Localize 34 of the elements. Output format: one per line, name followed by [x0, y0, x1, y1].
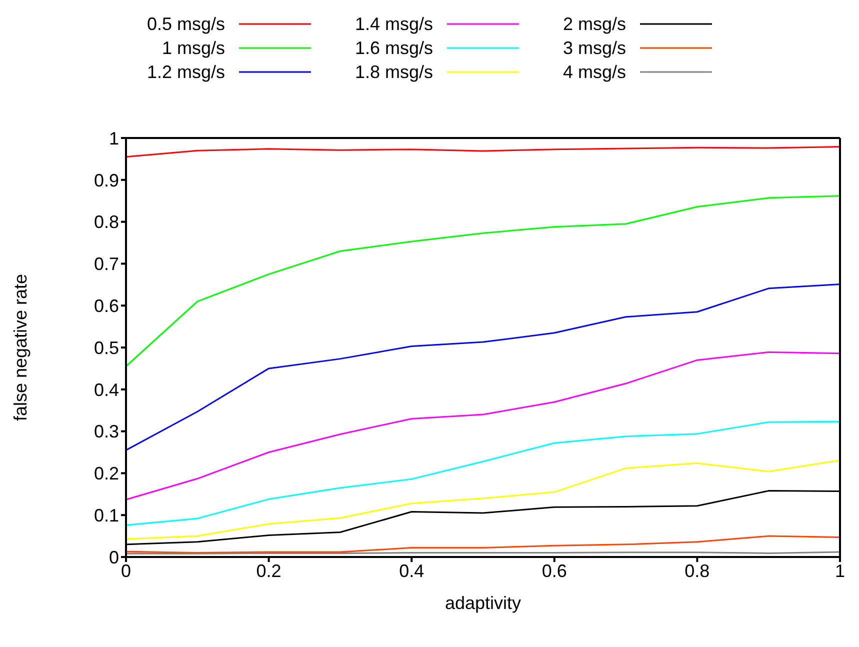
legend-label: 1.2 msg/s [146, 62, 225, 82]
x-tick-label: 0.6 [542, 560, 567, 581]
x-tick-label: 0.2 [256, 560, 282, 581]
legend-label: 3 msg/s [563, 38, 626, 58]
x-tick-label: 1 [834, 560, 846, 581]
line-series [126, 351, 840, 500]
legend-label: 1.8 msg/s [354, 62, 434, 82]
legend-label: 1.4 msg/s [354, 14, 434, 34]
x-axis-title: adaptivity [444, 593, 522, 613]
y-tick-label: 0.1 [94, 505, 119, 526]
legend-label: 0.5 msg/s [146, 14, 225, 34]
legend-label: 4 msg/s [563, 62, 626, 82]
y-tick-label: 0.3 [94, 422, 119, 442]
y-axis-title: false negative rate [10, 274, 30, 422]
y-tick-label: 0.2 [94, 464, 119, 484]
legend-label: 1.6 msg/s [354, 38, 434, 58]
y-tick-label: 0.7 [94, 254, 119, 274]
line-series [126, 535, 840, 554]
line-series [126, 459, 840, 540]
y-tick-label: 0 [108, 547, 119, 568]
y-tick-label: 0.6 [94, 296, 119, 316]
x-tick-label: 0.4 [399, 560, 424, 581]
y-tick-label: 1 [108, 128, 119, 148]
line-series [126, 146, 840, 158]
y-tick-label: 0.8 [94, 212, 119, 232]
line-series [126, 195, 840, 368]
x-tick-label: 0.8 [684, 560, 710, 581]
y-tick-label: 0.5 [94, 338, 119, 358]
line-series [126, 420, 840, 526]
y-tick-label: 0.4 [94, 380, 119, 400]
legend-label: 1 msg/s [162, 38, 225, 58]
line-series [126, 283, 840, 451]
y-tick-label: 0.9 [94, 170, 119, 190]
legend-label: 2 msg/s [563, 14, 626, 34]
